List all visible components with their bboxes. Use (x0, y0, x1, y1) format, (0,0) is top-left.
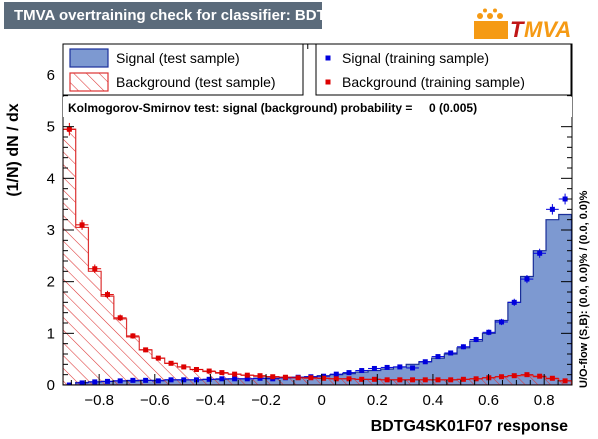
signal-training-point-dot (486, 330, 491, 335)
signal-training-point-dot (423, 359, 428, 364)
background-training-point-dot (410, 377, 415, 382)
signal-training-point-dot (372, 366, 377, 371)
legend-label-signal-training: Signal (training sample) (342, 50, 489, 66)
x-tick-label: 0.4 (422, 392, 443, 409)
legend-swatch-background-test (70, 73, 108, 91)
background-training-point-dot (194, 367, 199, 372)
signal-training-point-dot (474, 337, 479, 342)
legend-label-signal-test: Signal (test sample) (116, 50, 240, 66)
background-training-point-dot (283, 375, 288, 380)
y-tick-label: 2 (47, 274, 55, 291)
signal-training-point-dot (461, 344, 466, 349)
y-tick-label: 3 (47, 222, 55, 239)
background-training-point-dot (219, 370, 224, 375)
y-axis-title: (1/N) dN / dx (5, 103, 22, 196)
overflow-label: U/O-flow (S,B): (0.0, 0.0)% / (0.0, 0.0)… (578, 190, 590, 388)
signal-training-point-dot (359, 368, 364, 373)
signal-training-point-dot (219, 376, 224, 381)
background-training-point-dot (308, 375, 313, 380)
x-tick-label: −0.6 (140, 392, 170, 409)
background-training-point-dot (130, 333, 135, 338)
legend-marker-signal-training (326, 56, 331, 61)
y-tick-label: 6 (47, 67, 55, 84)
background-training-point-dot (550, 376, 555, 381)
signal-training-point-dot (181, 377, 186, 382)
x-tick-label: 0.8 (534, 392, 555, 409)
legend-swatch-signal-test (70, 49, 108, 67)
background-training-point-dot (80, 222, 85, 227)
y-tick-label: 0 (47, 377, 55, 394)
background-training-point-dot (67, 127, 72, 132)
signal-training-point-dot (232, 376, 237, 381)
background-training-point-dot (423, 377, 428, 382)
background-training-point-dot (245, 373, 250, 378)
signal-training-point-dot (435, 354, 440, 359)
x-tick-label: −0.8 (84, 392, 114, 409)
background-training-point-dot (524, 372, 529, 377)
background-training-point-dot (181, 364, 186, 369)
background-training-point-dot (397, 377, 402, 382)
x-axis-title: BDTG4SK01F07 response (371, 418, 569, 435)
signal-training-point-dot (130, 378, 135, 383)
x-tick-label: 0.2 (367, 392, 388, 409)
signal-training-point-dot (143, 378, 148, 383)
background-training-point-dot (143, 347, 148, 352)
x-tick-label: −0.4 (196, 392, 226, 409)
background-training-point-dot (169, 361, 174, 366)
background-training-point-dot (537, 374, 542, 379)
background-training-point-dot (92, 266, 97, 271)
background-training-point-dot (258, 373, 263, 378)
background-training-point-dot (105, 292, 110, 297)
background-training-point-dot (334, 376, 339, 381)
signal-training-point-dot (524, 277, 529, 282)
background-training-point-dot (385, 377, 390, 382)
legend-marker-background-training (326, 80, 331, 85)
signal-training-point-dot (499, 319, 504, 324)
y-tick-label: 1 (47, 325, 55, 342)
background-training-point-dot (512, 373, 517, 378)
signal-training-point-dot (92, 379, 97, 384)
x-tick-label: 0.6 (478, 392, 499, 409)
background-training-point-dot (232, 372, 237, 377)
signal-training-point-dot (105, 379, 110, 384)
signal-training-point-dot (550, 207, 555, 212)
background-training-point-dot (207, 369, 212, 374)
signal-training-point-dot (448, 350, 453, 355)
background-training-point-dot (118, 315, 123, 320)
background-training-point-dot (461, 377, 466, 382)
ks-annotation: Kolmogorov-Smirnov test: signal (backgro… (68, 101, 477, 115)
signal-training-point-dot (385, 365, 390, 370)
x-tick-label: 0 (318, 392, 326, 409)
signal-training-point-dot (156, 378, 161, 383)
signal-training-point-dot (397, 364, 402, 369)
signal-training-point-dot (563, 197, 568, 202)
background-training-point-dot (372, 377, 377, 382)
signal-training-point-dot (334, 372, 339, 377)
signal-training-point-dot (207, 377, 212, 382)
signal-training-point-dot (537, 251, 542, 256)
y-tick-label: 4 (47, 170, 55, 187)
signal-training-point-dot (512, 300, 517, 305)
background-training-point-dot (448, 377, 453, 382)
signal-training-point-dot (169, 377, 174, 382)
signal-training-point-dot (410, 365, 415, 370)
legend-label-background-test: Background (test sample) (116, 74, 276, 90)
y-tick-label: 5 (47, 119, 55, 136)
background-training-point-dot (563, 378, 568, 383)
signal-training-point (546, 204, 559, 214)
x-tick-label: −0.2 (251, 392, 281, 409)
signal-training-point-dot (346, 370, 351, 375)
background-training-point-dot (499, 374, 504, 379)
legend-label-background-training: Background (training sample) (342, 74, 525, 90)
signal-training-point-dot (118, 378, 123, 383)
background-training-point-dot (156, 356, 161, 361)
background-training-point-dot (435, 377, 440, 382)
background-training-point-dot (296, 375, 301, 380)
background-training-point-dot (270, 374, 275, 379)
